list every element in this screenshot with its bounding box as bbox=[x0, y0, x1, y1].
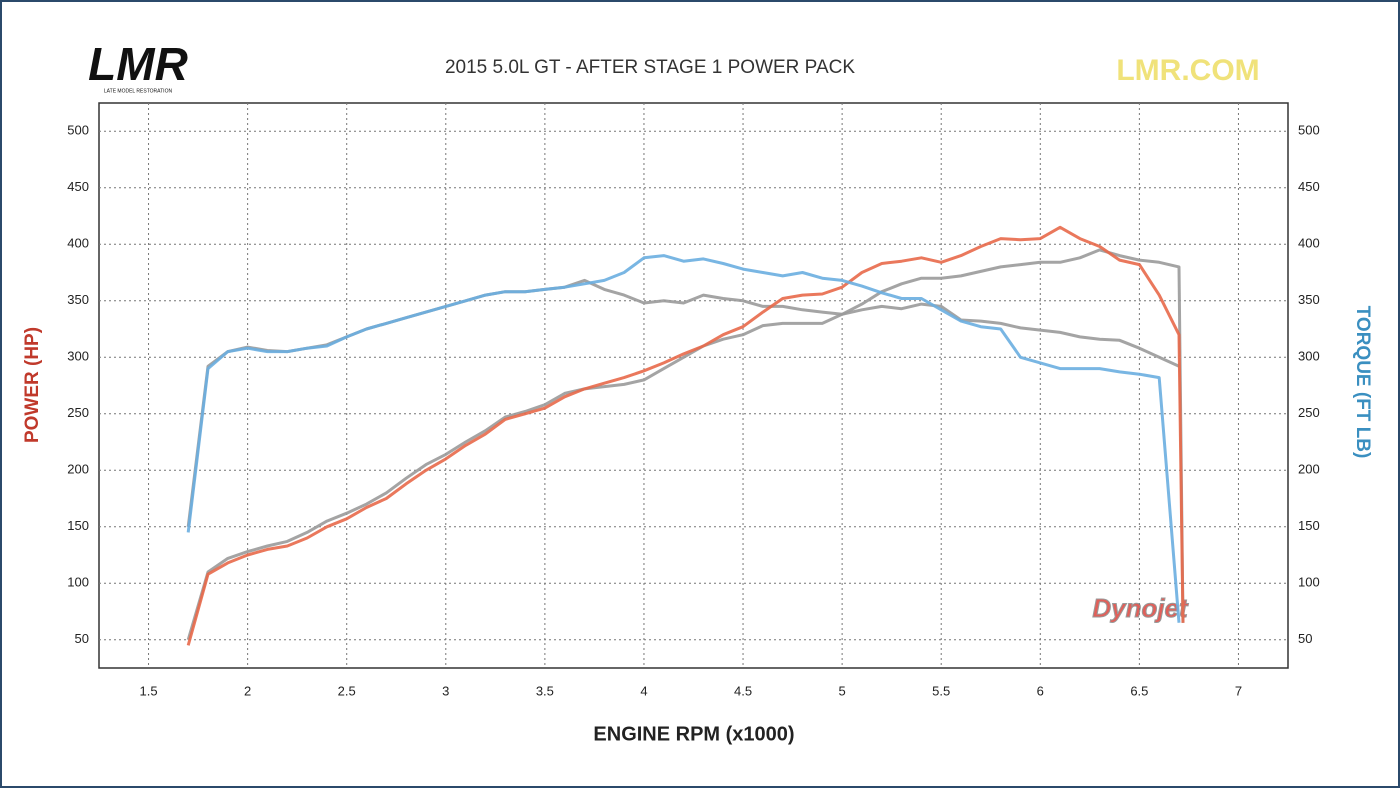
y2-tick-label: 500 bbox=[1298, 123, 1320, 138]
x-tick-label: 2 bbox=[244, 683, 251, 698]
x-tick-label: 5 bbox=[839, 683, 846, 698]
y2-axis-label: TORQUE (FT LB) bbox=[1352, 306, 1373, 459]
y2-tick-label: 350 bbox=[1298, 292, 1320, 307]
y2-tick-label: 450 bbox=[1298, 179, 1320, 194]
x-tick-label: 6 bbox=[1037, 683, 1044, 698]
plot-area bbox=[98, 102, 1289, 669]
x-tick-label: 1.5 bbox=[140, 683, 158, 698]
y2-tick-label: 200 bbox=[1298, 462, 1320, 477]
dyno-brand: Dynojet bbox=[1092, 593, 1189, 623]
y-tick-label: 300 bbox=[67, 349, 89, 364]
y-tick-label: 400 bbox=[67, 236, 89, 251]
x-axis-label: ENGINE RPM (x1000) bbox=[593, 723, 794, 745]
y-tick-label: 150 bbox=[67, 518, 89, 533]
logo: LMR bbox=[88, 38, 188, 90]
y2-tick-label: 100 bbox=[1298, 575, 1320, 590]
x-tick-label: 3.5 bbox=[536, 683, 554, 698]
x-tick-label: 6.5 bbox=[1130, 683, 1148, 698]
logo-subtitle: LATE MODEL RESTORATION bbox=[104, 88, 173, 94]
series-line bbox=[186, 254, 1181, 623]
y-tick-label: 200 bbox=[67, 462, 89, 477]
chart-title: 2015 5.0L GT - AFTER STAGE 1 POWER PACK bbox=[445, 57, 855, 78]
y-tick-label: 50 bbox=[75, 631, 89, 646]
x-tick-label: 5.5 bbox=[932, 683, 950, 698]
y2-tick-label: 400 bbox=[1298, 236, 1320, 251]
series-line bbox=[186, 225, 1185, 646]
series-line bbox=[186, 248, 1185, 641]
x-tick-label: 4.5 bbox=[734, 683, 752, 698]
y2-tick-label: 150 bbox=[1298, 518, 1320, 533]
y-tick-label: 100 bbox=[67, 575, 89, 590]
x-tick-label: 3 bbox=[442, 683, 449, 698]
y-axis-label: POWER (HP) bbox=[22, 327, 43, 443]
y-tick-label: 350 bbox=[67, 292, 89, 307]
x-tick-label: 2.5 bbox=[338, 683, 356, 698]
y2-tick-label: 300 bbox=[1298, 349, 1320, 364]
website: LMR.COM bbox=[1116, 54, 1259, 87]
y-tick-label: 500 bbox=[67, 123, 89, 138]
y2-tick-label: 250 bbox=[1298, 405, 1320, 420]
x-tick-label: 7 bbox=[1235, 683, 1242, 698]
y-tick-label: 450 bbox=[67, 179, 89, 194]
y-tick-label: 250 bbox=[67, 405, 89, 420]
y2-tick-label: 50 bbox=[1298, 631, 1312, 646]
x-tick-label: 4 bbox=[640, 683, 647, 698]
